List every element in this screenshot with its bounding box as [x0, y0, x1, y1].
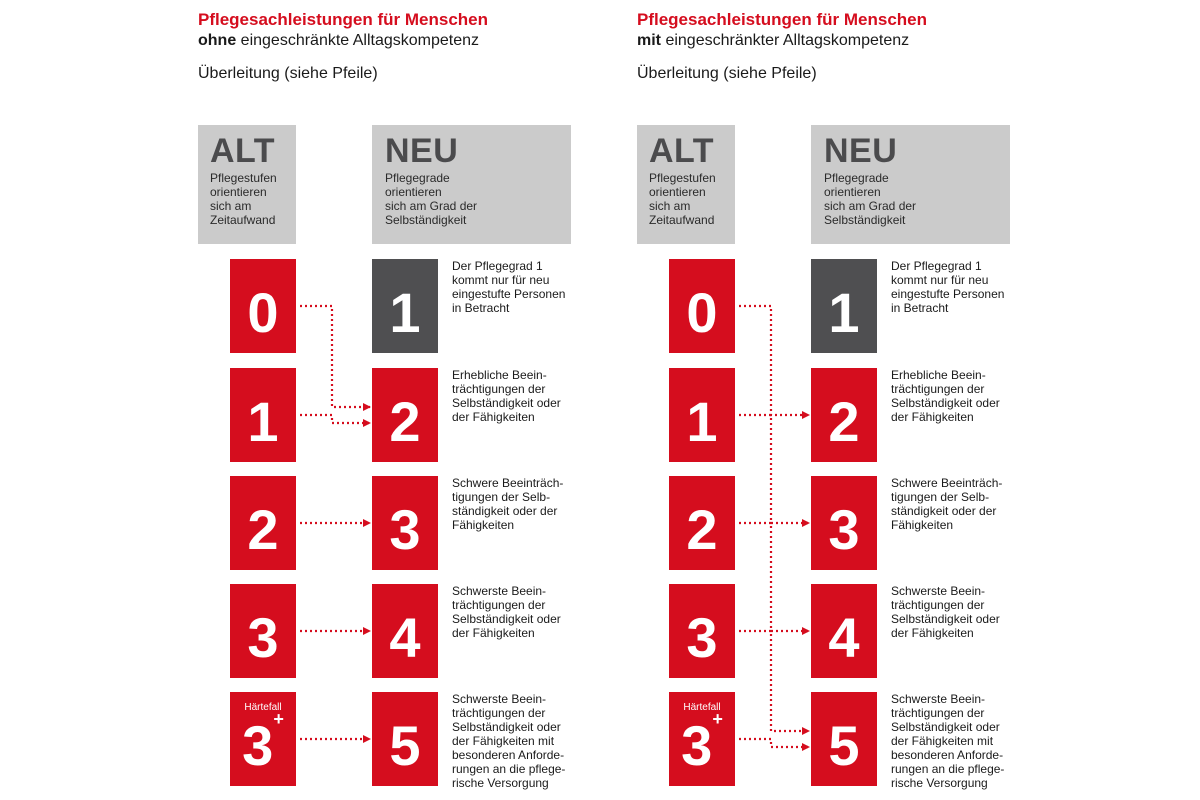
pflegestufe-box: 3	[230, 584, 296, 678]
pflegestufe-number: 0	[669, 281, 735, 345]
pflegegrad-description: Der Pflegegrad 1 kommt nur für neu einge…	[452, 259, 566, 315]
pflegegrad-number: 5	[389, 714, 421, 777]
pflegestufe-digit: 2	[686, 498, 718, 561]
header-alt-description: Pflegestufen orientieren sich am Zeitauf…	[210, 171, 277, 227]
pflegestufe-number: 2	[669, 498, 735, 562]
subtitle-text: eingeschränkter Alltagskompetenz	[661, 32, 910, 49]
pflegegrad-number: 2	[828, 390, 860, 453]
pflegestufe-digit: 1	[686, 390, 718, 453]
pflegestufe-digit: 0	[686, 281, 718, 344]
panel-mit: Pflegesachleistungen für Menschen mit ein…	[637, 0, 1077, 800]
transition-arrow	[739, 629, 810, 735]
subtitle-text: eingeschränkte Alltagskompetenz	[236, 32, 480, 49]
pflegestufe-number: 3	[669, 606, 735, 670]
transition-arrow	[739, 413, 810, 527]
header-alt-description: Pflegestufen orientieren sich am Zeitauf…	[649, 171, 716, 227]
transition-arrow	[300, 413, 371, 427]
pflegestufe-digit: 2	[247, 498, 279, 561]
haertefall-label: Härtefall	[244, 702, 282, 713]
pflegestufe-digit: 0	[247, 281, 279, 344]
header-alt-label: ALT	[649, 132, 715, 170]
pflegestufe-box: Härtefall 3+	[669, 692, 735, 786]
header-alt: ALT Pflegestufen orientieren sich am Zeit…	[198, 125, 296, 244]
pflegestufe-box: 1	[669, 368, 735, 462]
transition-arrow	[300, 304, 371, 411]
pflegestufe-digit: 1	[247, 390, 279, 453]
pflegestufe-box: 0	[230, 259, 296, 353]
transition-arrow	[739, 304, 810, 419]
pflegestufe-number: 3	[230, 606, 296, 670]
pflegegrad-description: Schwere Beeinträch- tigungen der Selb- s…	[891, 476, 1003, 532]
panel-ohne: Pflegesachleistungen für Menschen ohne ei…	[198, 0, 638, 800]
pflegestufe-number: 1	[230, 390, 296, 454]
pflegestufe-box: 2	[669, 476, 735, 570]
pflegegrad-box: 4	[372, 584, 438, 678]
transition-arrows-mit	[739, 304, 810, 751]
pflegegrad-description: Der Pflegegrad 1 kommt nur für neu einge…	[891, 259, 1005, 315]
pflegegrad-description: Schwere Beeinträch- tigungen der Selb- s…	[452, 476, 564, 532]
panel-title: Pflegesachleistungen für Menschen	[198, 10, 489, 29]
pflegestufe-digit: 3	[686, 606, 718, 669]
pflegegrad-description: Schwerste Beein- trächtigungen der Selbs…	[452, 584, 561, 640]
pflegestufe-digit: 3	[681, 714, 713, 777]
pflegegrad-box: 4	[811, 584, 877, 678]
header-neu-label: NEU	[824, 132, 898, 170]
pflegegrad-box: 1	[372, 259, 438, 353]
pflegegrad-box: 5	[811, 692, 877, 786]
pflegestufe-digit: 3	[242, 714, 274, 777]
pflegegrad-box: 3	[811, 476, 877, 570]
subtitle-emphasis: ohne	[198, 32, 237, 49]
plus-sign: +	[712, 709, 723, 729]
transition-caption: Überleitung (siehe Pfeile)	[198, 65, 378, 82]
transition-arrow	[739, 737, 810, 751]
pflegegrad-number: 1	[828, 281, 860, 344]
pflegegrad-number: 4	[828, 606, 860, 669]
header-neu: NEU Pflegegrade orientieren sich am Grad …	[372, 125, 571, 244]
pflegegrad-description: Schwerste Beein- trächtigungen der Selbs…	[891, 584, 1000, 640]
header-neu-label: NEU	[385, 132, 459, 170]
transition-arrows-ohne	[300, 304, 371, 743]
pflegestufe-number: 2	[230, 498, 296, 562]
panel-title: Pflegesachleistungen für Menschen	[637, 10, 928, 29]
pflegestufe-box: Härtefall 3+	[230, 692, 296, 786]
pflegestufe-number: 1	[669, 390, 735, 454]
subtitle-emphasis: mit	[637, 32, 661, 49]
pflegestufe-digit: 3	[247, 606, 279, 669]
pflegegrad-number: 3	[828, 498, 860, 561]
transition-caption: Überleitung (siehe Pfeile)	[637, 65, 817, 82]
pflegegrad-number: 5	[828, 714, 860, 777]
pflegestufe-number: 3+	[669, 710, 735, 778]
pflegegrad-description: Erhebliche Beein- trächtigungen der Selb…	[452, 368, 561, 424]
pflegestufe-number: 0	[230, 281, 296, 345]
header-neu: NEU Pflegegrade orientieren sich am Grad …	[811, 125, 1010, 244]
pflegegrad-box: 1	[811, 259, 877, 353]
transition-arrow	[739, 521, 810, 635]
pflegestufe-box: 3	[669, 584, 735, 678]
panel-subtitle: mit eingeschränkter Alltagskompetenz	[637, 32, 909, 50]
pflegestufe-box: 0	[669, 259, 735, 353]
pflegegrad-box: 3	[372, 476, 438, 570]
header-neu-description: Pflegegrade orientieren sich am Grad der…	[385, 171, 478, 227]
pflegegrad-number: 1	[389, 281, 421, 344]
pflegestufe-number: 3+	[230, 710, 296, 778]
pflegegrad-box: 5	[372, 692, 438, 786]
pflegegrad-description: Schwerste Beein- trächtigungen der Selbs…	[452, 692, 566, 790]
pflegegrad-number: 3	[389, 498, 421, 561]
header-alt: ALT Pflegestufen orientieren sich am Zeit…	[637, 125, 735, 244]
pflegestufe-box: 1	[230, 368, 296, 462]
pflegegrad-box: 2	[811, 368, 877, 462]
header-neu-description: Pflegegrade orientieren sich am Grad der…	[824, 171, 917, 227]
header-alt-label: ALT	[210, 132, 276, 170]
haertefall-label: Härtefall	[683, 702, 721, 713]
plus-sign: +	[273, 709, 284, 729]
pflegegrad-number: 2	[389, 390, 421, 453]
pflegegrad-box: 2	[372, 368, 438, 462]
pflegegrad-description: Schwerste Beein- trächtigungen der Selbs…	[891, 692, 1005, 790]
panel-subtitle: ohne eingeschränkte Alltagskompetenz	[198, 32, 479, 50]
pflegegrad-number: 4	[389, 606, 421, 669]
pflegegrad-description: Erhebliche Beein- trächtigungen der Selb…	[891, 368, 1000, 424]
pflegestufe-box: 2	[230, 476, 296, 570]
